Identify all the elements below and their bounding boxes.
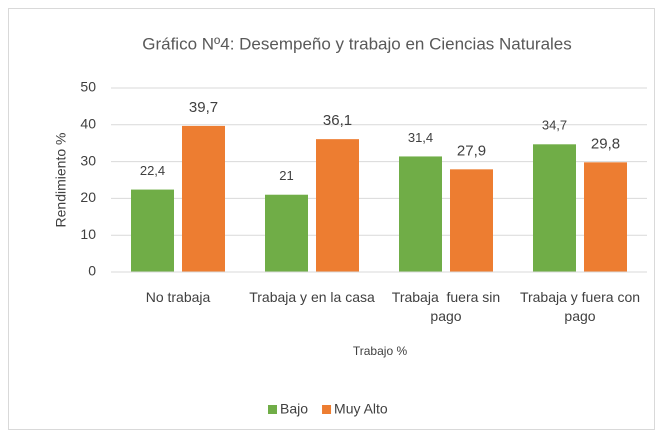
bar [131, 189, 174, 272]
y-axis-label: Rendimiento % [53, 133, 69, 228]
x-tick-label: No trabaja [145, 289, 211, 305]
legend-label: Muy Alto [334, 401, 388, 417]
x-tick-label: Trabaja fuera sin pago [391, 289, 505, 324]
y-tick-label: 50 [80, 79, 96, 95]
data-label: 29,8 [591, 135, 620, 152]
data-label: 39,7 [189, 99, 218, 116]
y-tick-label: 20 [80, 189, 96, 205]
data-label: 27,9 [457, 142, 486, 159]
bar [584, 162, 627, 272]
bar [450, 169, 493, 272]
bar [316, 139, 359, 272]
data-label: 31,4 [408, 130, 433, 145]
legend-swatch [268, 405, 277, 414]
bar [533, 144, 576, 272]
data-label: 36,1 [323, 112, 352, 129]
bar [265, 194, 308, 272]
legend-label: Bajo [280, 401, 308, 417]
chart-title: Gráfico Nº4: Desempeño y trabajo en Cien… [142, 34, 572, 53]
y-tick-label: 40 [80, 116, 96, 132]
y-tick-label: 0 [88, 263, 96, 279]
data-label: 21 [279, 168, 293, 183]
data-label: 34,7 [542, 118, 567, 133]
x-axis-label: Trabajo % [353, 344, 408, 358]
y-tick-label: 30 [80, 152, 96, 168]
y-tick-label: 10 [80, 226, 96, 242]
x-tick-label: Trabaja y fuera con pago [519, 289, 644, 324]
bar [399, 156, 442, 272]
x-tick-label: Trabaja y en la casa [249, 289, 375, 305]
data-label: 22,4 [140, 163, 165, 178]
legend-swatch [322, 405, 332, 414]
bar [182, 125, 225, 273]
